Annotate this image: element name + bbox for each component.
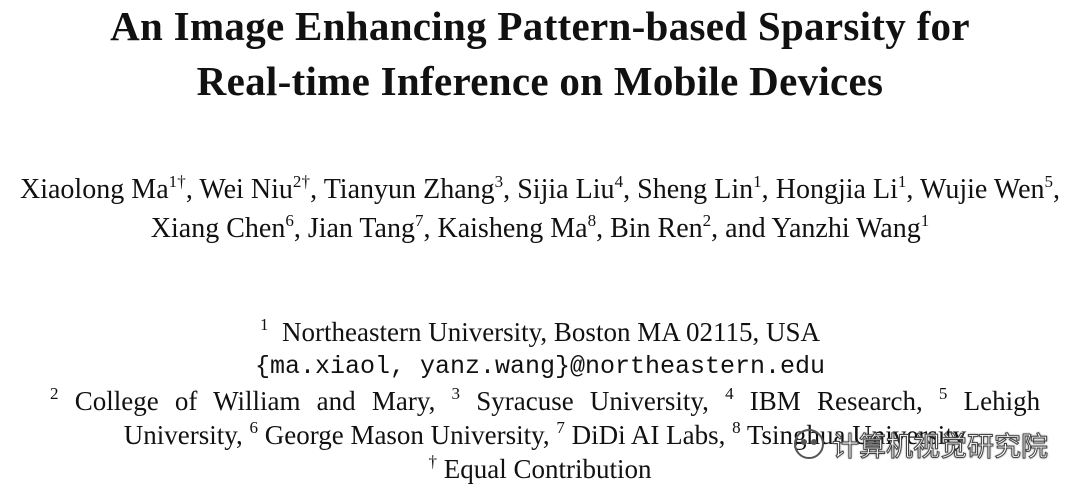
affiliation-sup: 2	[50, 384, 59, 403]
primary-affiliation: 1 Northeastern University, Boston MA 021…	[0, 315, 1080, 349]
separator: ,	[542, 420, 557, 450]
title-line: An Image Enhancing Pattern-based Sparsit…	[110, 3, 970, 49]
author-sup: 1†	[168, 172, 186, 191]
note-text: Equal Contribution	[443, 454, 652, 484]
affiliation-text: George Mason University	[264, 420, 543, 450]
conjunction: and	[725, 213, 766, 244]
author-list: Xiaolong Ma1†, Wei Niu2†, Tianyun Zhang3…	[20, 170, 1060, 248]
separator: ,	[915, 386, 939, 416]
affiliation-sup: 1	[260, 315, 269, 334]
author-sup: 1	[753, 172, 762, 191]
affiliation-text: Tsinghua University	[746, 420, 967, 450]
affiliation-sup: 8	[732, 418, 741, 437]
author-sup: 2†	[292, 172, 311, 191]
separator: ,	[503, 174, 518, 205]
affiliation-text: Lehigh University	[123, 386, 1041, 450]
separator: ,	[310, 174, 324, 205]
author-sup: 8	[587, 211, 597, 230]
separator: ,	[711, 213, 726, 244]
watermark-icon	[794, 429, 824, 459]
author-name: Wei Niu	[199, 174, 293, 205]
author-name: Jian Tang	[307, 213, 415, 244]
separator: ,	[623, 174, 638, 205]
affiliation-text: Northeastern University, Boston MA 02115…	[282, 317, 820, 347]
author-name: Xiaolong Ma	[20, 174, 169, 205]
affiliation-text: DiDi AI Labs	[571, 420, 719, 450]
affiliation-sup: 7	[556, 418, 565, 437]
separator: ,	[1053, 174, 1061, 205]
author-name: Wujie Wen	[920, 174, 1045, 205]
affiliation-sup: 5	[938, 384, 948, 403]
separator: ,	[235, 420, 250, 450]
author-sup: 7	[415, 211, 424, 230]
author-name: Yanzhi Wang	[771, 213, 921, 244]
author-name: Xiang Chen	[150, 213, 286, 244]
author-sup: 5	[1044, 172, 1054, 191]
watermark: 计算机视觉研究院	[792, 424, 1049, 464]
separator: ,	[761, 174, 776, 205]
separator: ,	[906, 174, 921, 205]
watermark-text: 计算机视觉研究院	[832, 431, 1049, 463]
email: {ma.xiaol, yanz.wang}@northeastern.edu	[254, 352, 826, 381]
author-sup: 1	[920, 211, 930, 230]
note: † Equal Contribution	[0, 452, 1080, 486]
separator: ,	[596, 213, 611, 244]
note-sup: †	[428, 452, 438, 471]
affiliation-list: 2 College of William and Mary, 3 Syracus…	[50, 384, 1040, 452]
author-sup: 3	[494, 172, 504, 191]
author-name: Bin Ren	[610, 213, 703, 244]
affiliation-sup: 6	[249, 418, 258, 437]
affiliation-text: Syracuse University	[476, 386, 703, 416]
affiliation-sup: 3	[451, 384, 461, 403]
affiliation-sup: 4	[725, 384, 734, 403]
separator: ,	[293, 213, 308, 244]
author-sup: 2	[702, 211, 712, 230]
author-name: Kaisheng Ma	[437, 213, 588, 244]
author-name: Sheng Lin	[637, 174, 754, 205]
separator: ,	[428, 386, 452, 416]
title-line: Real-time Inference on Mobile Devices	[196, 58, 884, 104]
author-sup: 1	[897, 172, 907, 191]
author-sup: 6	[285, 211, 294, 230]
author-name: Hongjia Li	[775, 174, 898, 205]
separator: ,	[718, 420, 733, 450]
author-name: Tianyun Zhang	[323, 174, 495, 205]
affiliation-text: IBM Research	[749, 386, 916, 416]
author-sup: 4	[614, 172, 624, 191]
separator: ,	[185, 174, 200, 205]
separator: ,	[423, 213, 438, 244]
separator: ,	[702, 386, 726, 416]
affiliation-text: College of William and Mary	[74, 386, 429, 416]
author-name: Sijia Liu	[517, 174, 615, 205]
